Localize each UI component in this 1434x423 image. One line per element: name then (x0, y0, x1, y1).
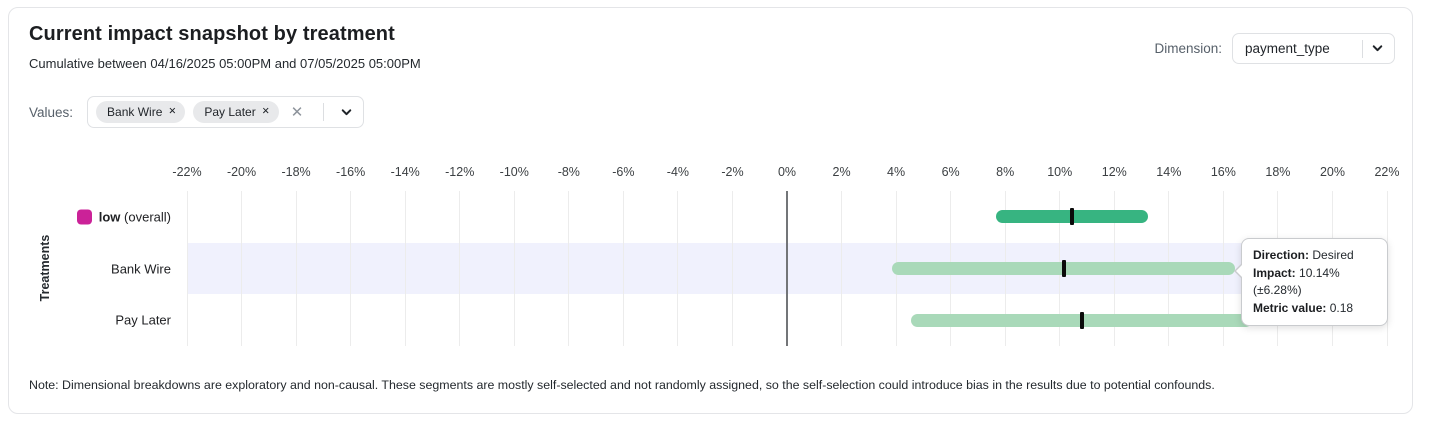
zero-axis-line (786, 191, 788, 346)
value-chip[interactable]: Pay Later ✕ (193, 101, 279, 123)
x-tick-label: -2% (721, 165, 744, 179)
select-divider (323, 103, 325, 121)
x-tick-label: -8% (557, 165, 580, 179)
gridline (459, 191, 461, 346)
row-label-text: Pay Later (115, 312, 171, 328)
row-label-text: Bank Wire (111, 261, 171, 276)
x-tick-label: -20% (226, 165, 257, 179)
tooltip-metric-value: Metric value: 0.18 (1253, 300, 1354, 315)
gridline (513, 191, 515, 346)
treatment-row-label: Bank Wire (111, 261, 171, 276)
chevron-down-icon[interactable] (340, 106, 353, 119)
gridline (404, 191, 406, 346)
remove-chip-icon[interactable]: ✕ (261, 106, 270, 118)
gridline (841, 191, 843, 346)
value-chip-label: Bank Wire (107, 105, 163, 119)
impact-point-marker (1079, 311, 1084, 329)
gridline (295, 191, 297, 346)
x-tick-label: -18% (281, 165, 311, 179)
legend-swatch (76, 209, 92, 225)
treatment-row-label: Pay Later (115, 313, 171, 328)
disclaimer-note: Note: Dimensional breakdowns are explora… (29, 378, 1215, 392)
x-tick-label: 2% (832, 165, 851, 179)
chevron-down-icon[interactable] (1371, 42, 1384, 55)
x-tick-label: -14% (390, 165, 420, 179)
values-label: Values: (29, 104, 74, 120)
clear-values-icon[interactable]: ✕ (290, 103, 304, 121)
x-tick-label: 4% (887, 165, 906, 179)
x-tick-label: 8% (996, 165, 1015, 179)
row-label-text: low (overall) (98, 209, 171, 225)
x-tick-label: -4% (666, 165, 690, 179)
gridline (731, 191, 733, 346)
impact-point-marker (1070, 208, 1074, 226)
select-divider (1362, 39, 1363, 58)
values-multiselect[interactable]: Bank Wire ✕ Pay Later ✕ ✕ (87, 96, 365, 128)
value-chip[interactable]: Bank Wire ✕ (96, 101, 186, 123)
x-tick-label: 16% (1210, 165, 1236, 179)
x-tick-label: -10% (499, 165, 529, 179)
remove-chip-icon[interactable]: ✕ (168, 106, 177, 118)
gridline (568, 191, 570, 346)
dimension-selected-value: payment_type (1245, 41, 1330, 56)
gridline (677, 191, 679, 346)
x-tick-label: 12% (1101, 165, 1127, 179)
impact-point-marker (1061, 260, 1066, 277)
x-tick-label: 20% (1319, 165, 1345, 179)
x-tick-label: -22% (172, 165, 202, 179)
dimension-select[interactable]: payment_type (1232, 33, 1395, 64)
impact-chart: Treatments -22% -20% -18% -16% -14% -12% -10% -… (9, 8, 1412, 413)
dimension-label: Dimension: (1154, 41, 1222, 56)
dimension-control: Dimension: payment_type (1154, 33, 1395, 64)
value-chip-label: Pay Later (204, 105, 256, 119)
bar-tooltip: Direction: Desired Impact: 10.14% (±6.28… (1234, 238, 1388, 326)
values-filter: Values: Bank Wire ✕ Pay Later ✕ ✕ (29, 96, 365, 128)
gridline (186, 191, 188, 346)
y-axis-title: Treatments (38, 234, 52, 302)
tooltip-direction: Direction: Desired (1253, 248, 1354, 262)
x-tick-label: 22% (1374, 165, 1400, 179)
x-tick-label: 10% (1047, 165, 1073, 179)
gridline (622, 191, 624, 346)
x-tick-label: 0% (777, 165, 797, 179)
x-tick-label: 6% (941, 165, 960, 179)
treatment-row-label: low (overall) (76, 209, 171, 225)
gridline (241, 191, 243, 346)
x-tick-label: -16% (336, 165, 366, 179)
page-title: Current impact snapshot by treatment (29, 23, 395, 45)
tooltip-impact: Impact: 10.14% (±6.28%) (1253, 265, 1340, 298)
gridline (350, 191, 352, 346)
x-tick-label: -12% (445, 165, 475, 179)
date-range-subtitle: Cumulative between 04/16/2025 05:00PM an… (29, 56, 421, 71)
x-tick-label: 14% (1156, 165, 1182, 179)
x-tick-label: 18% (1265, 165, 1291, 179)
x-tick-label: -6% (612, 165, 635, 179)
impact-snapshot-card: Current impact snapshot by treatment Cum… (8, 7, 1413, 414)
